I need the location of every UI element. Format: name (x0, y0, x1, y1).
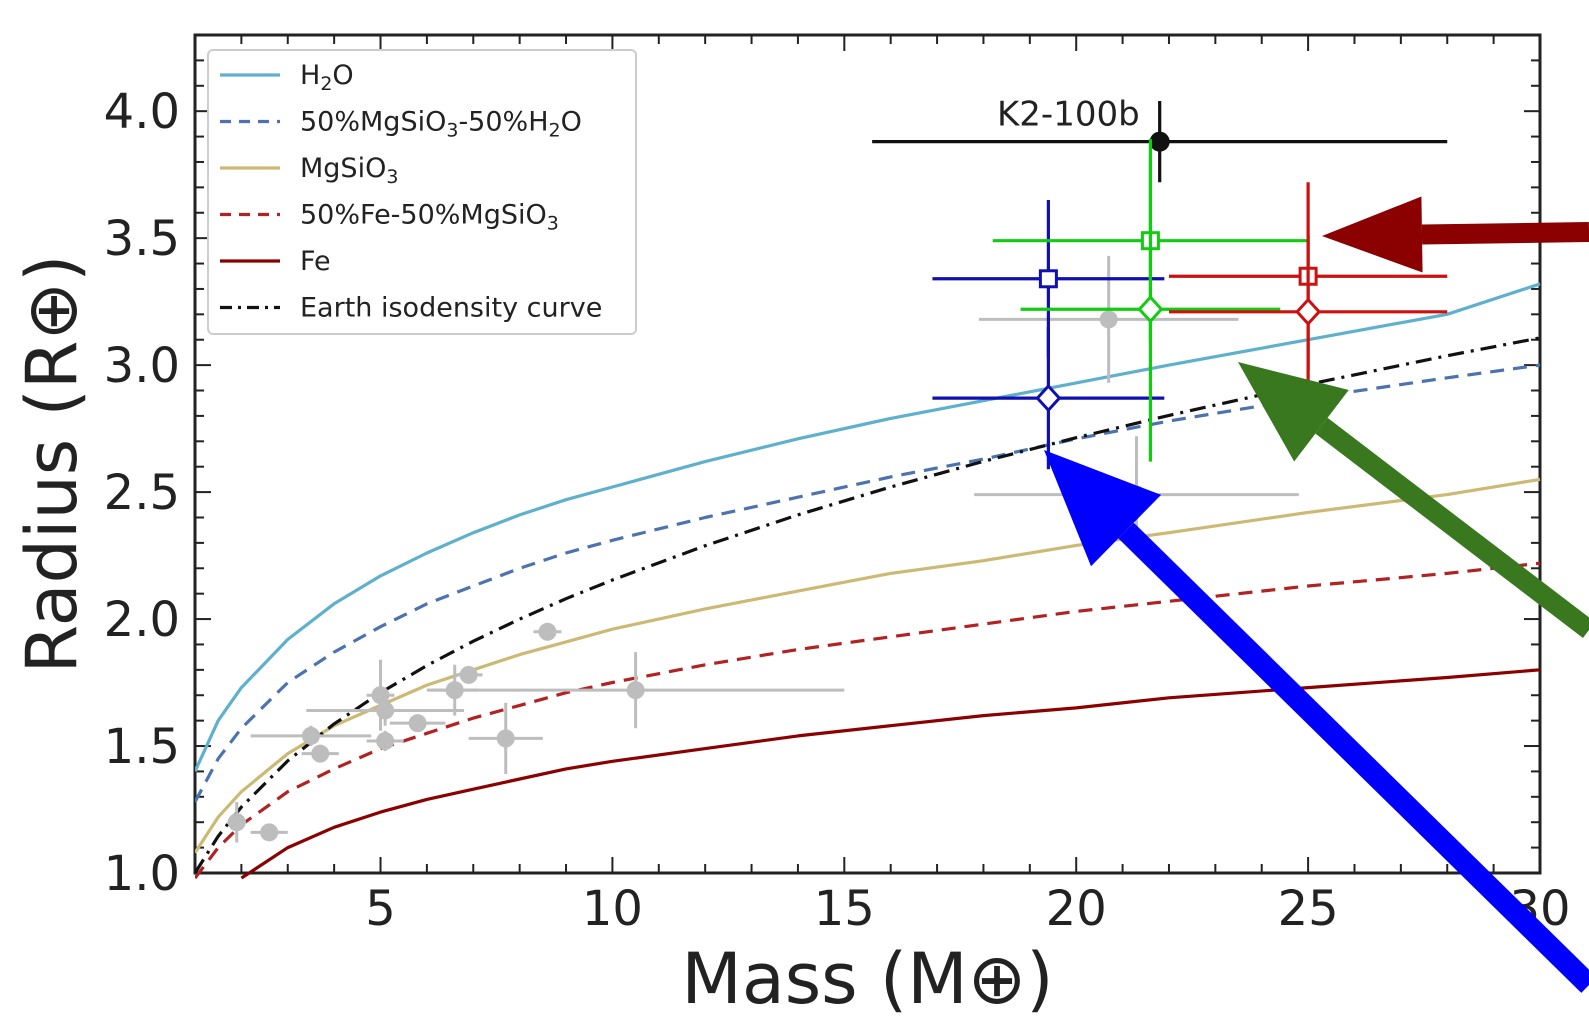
x-tick-label: 25 (1278, 881, 1339, 937)
label-part: Fe (300, 246, 331, 277)
model-point-diamond (1020, 156, 1281, 462)
planet-point (227, 801, 247, 843)
legend-label-fe: Fe (300, 246, 331, 277)
subscript: 2 (320, 73, 332, 95)
y-tick-label: 1.5 (104, 719, 180, 775)
diamond-marker (1295, 297, 1322, 327)
legend-label-mix-rock-water: 50%MgSiO3-50%H2O (300, 107, 582, 142)
blue-arrow (1044, 450, 1589, 993)
annotation-arrows (1044, 196, 1589, 993)
k2-100b-label-group: K2-100b (997, 95, 1140, 135)
arrow-shaft (1315, 417, 1589, 638)
point-marker (311, 744, 330, 763)
subscript: 3 (386, 166, 398, 188)
x-axis-label: Mass (M⊕) (681, 938, 1053, 1020)
y-tick-label: 3.0 (104, 338, 180, 394)
point-marker (626, 681, 645, 700)
planet-point (301, 744, 339, 763)
planet-point (250, 823, 288, 842)
point-marker (376, 701, 395, 720)
red-arrow (1322, 196, 1589, 273)
x-tick-label: 20 (1046, 881, 1107, 937)
highlighted-planets (872, 101, 1448, 470)
planet-point (454, 665, 483, 684)
planet-point (366, 659, 395, 731)
legend-label-earth-isodensity: Earth isodensity curve (300, 293, 602, 324)
point-marker (1099, 310, 1118, 329)
legend-box (207, 49, 637, 335)
axis-ticks: 5 10 15 20 25 301.01.52.02.53.03.54.0 (104, 34, 1571, 937)
planet-point (250, 725, 372, 747)
plot-area (193, 33, 1542, 875)
label-part: O (561, 107, 582, 138)
y-tick-label: 2.5 (104, 465, 180, 521)
y-axis-label: Radius (R⊕) (11, 255, 93, 674)
green-arrow (1238, 362, 1589, 638)
y-tick-label: 1.0 (104, 846, 180, 902)
k2-100b-point (872, 101, 1448, 183)
subscript: 3 (446, 120, 458, 142)
planet-point (306, 695, 464, 726)
point-marker (260, 823, 279, 842)
k2-100b-label: K2-100b (997, 95, 1140, 135)
x-tick-label: 5 (365, 881, 396, 937)
legend: H2O50%MgSiO3-50%H2OMgSiO350%Fe-50%MgSiO3… (207, 49, 637, 335)
subscript: 3 (547, 213, 559, 235)
y-tick-label: 4.0 (104, 84, 180, 140)
axis-labels: Mass (M⊕) Radius (R⊕) (11, 255, 1054, 1020)
legend-label-mix-fe-rock: 50%Fe-50%MgSiO3 (300, 200, 559, 235)
point-marker (227, 813, 246, 832)
point-marker (496, 729, 515, 748)
point-marker (376, 731, 395, 750)
x-tick-label: 15 (814, 881, 875, 937)
label-part: MgSiO (300, 153, 386, 184)
arrow-head (1322, 196, 1423, 273)
planet-point (468, 702, 543, 774)
arrow-shaft (1421, 222, 1589, 245)
curve-mgsio3 (195, 477, 1541, 854)
y-tick-label: 2.0 (104, 592, 180, 648)
subscript: 2 (549, 120, 561, 142)
planet-point (978, 255, 1239, 383)
point-marker (538, 622, 557, 641)
point-marker (301, 726, 320, 745)
arrow-shaft (1118, 522, 1589, 993)
label-part: H (300, 60, 320, 91)
arrow-head (1044, 450, 1162, 567)
legend-label-h2o: H2O (300, 60, 354, 95)
planet-point (533, 622, 562, 641)
plot-frame (193, 33, 1542, 875)
curve-mix-rock-water (195, 363, 1541, 803)
diamond-marker (1137, 295, 1164, 324)
arrow-head (1238, 362, 1349, 462)
label-part: 50%Fe-50%MgSiO (300, 200, 547, 231)
legend-label-mgsio3: MgSiO3 (300, 153, 398, 188)
label-part: O (332, 60, 353, 91)
diamond-marker (1035, 383, 1062, 413)
label-part: Earth isodensity curve (300, 293, 602, 324)
label-part: -50%H (458, 107, 548, 138)
x-tick-label: 10 (582, 881, 643, 937)
model-curves (195, 282, 1541, 880)
y-tick-label: 3.5 (104, 211, 180, 267)
square-marker (1038, 269, 1058, 289)
point-marker (459, 665, 478, 684)
model-point-diamond (1168, 235, 1448, 388)
planet-point (366, 730, 404, 752)
label-part: 50%MgSiO (300, 107, 446, 138)
planet-point (426, 652, 845, 729)
curve-fe (240, 668, 1541, 880)
curve-mix-fe-rock (195, 561, 1541, 880)
planet-point (389, 714, 446, 733)
point-marker (371, 686, 390, 705)
point-marker (1149, 131, 1170, 152)
curve-h2o (195, 282, 1541, 773)
model-point-diamond (932, 327, 1165, 470)
point-marker (408, 714, 427, 733)
curve-earth-isodensity (195, 336, 1541, 874)
